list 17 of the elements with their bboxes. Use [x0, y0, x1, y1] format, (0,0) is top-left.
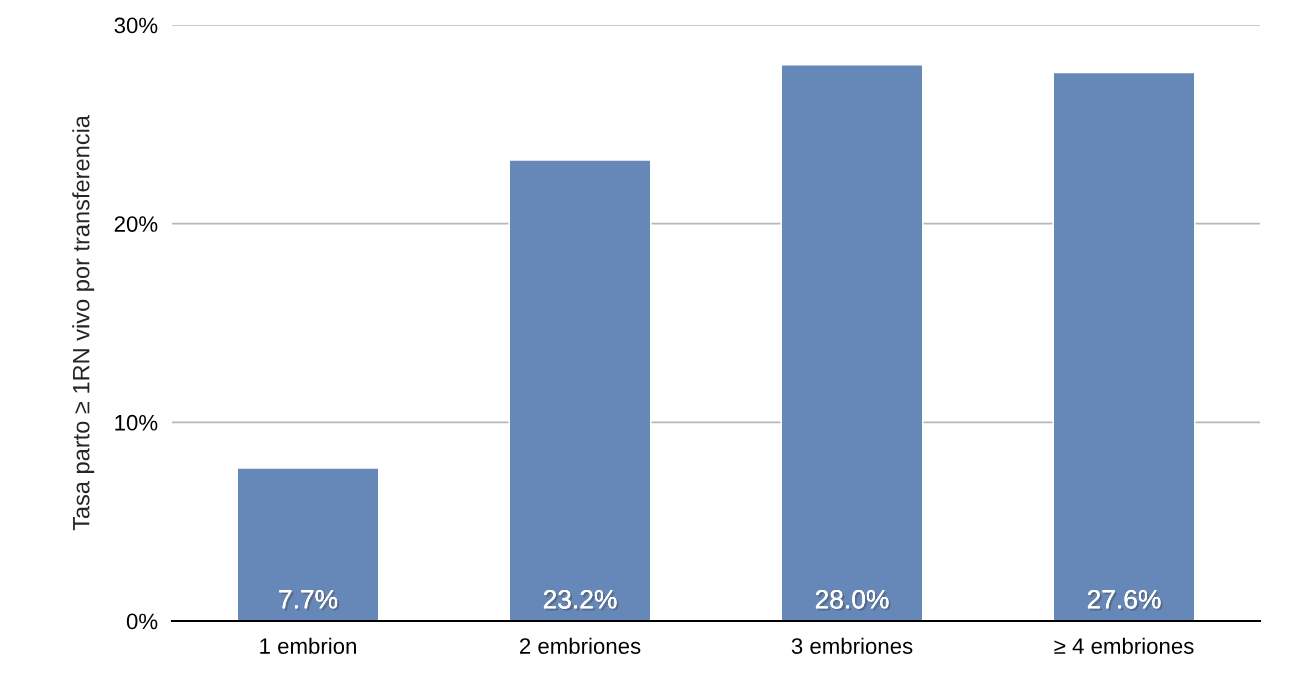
y-tick-label: 20% [114, 216, 158, 232]
data-label: 27.6% [1087, 589, 1163, 611]
data-label: 23.2% [543, 589, 619, 611]
bar [508, 159, 652, 621]
x-tick-label: 3 embriones [791, 637, 913, 654]
y-tick-label: 0% [126, 613, 158, 630]
y-tick-label: 10% [115, 414, 158, 431]
x-tick-label: 1 embrion [260, 637, 356, 654]
bar [780, 64, 924, 621]
data-label: 28.0% [815, 589, 891, 611]
y-tick-label: 30% [114, 17, 158, 34]
y-axis-title: Tasa parto ≥ 1RN vivo por transferencia [72, 115, 95, 531]
bar [236, 467, 380, 621]
data-label: 7.7% [279, 590, 340, 611]
x-tick-label: ≥ 4 embriones [1054, 637, 1194, 654]
bar [1052, 71, 1196, 621]
x-tick-label: 2 embriones [519, 637, 641, 654]
